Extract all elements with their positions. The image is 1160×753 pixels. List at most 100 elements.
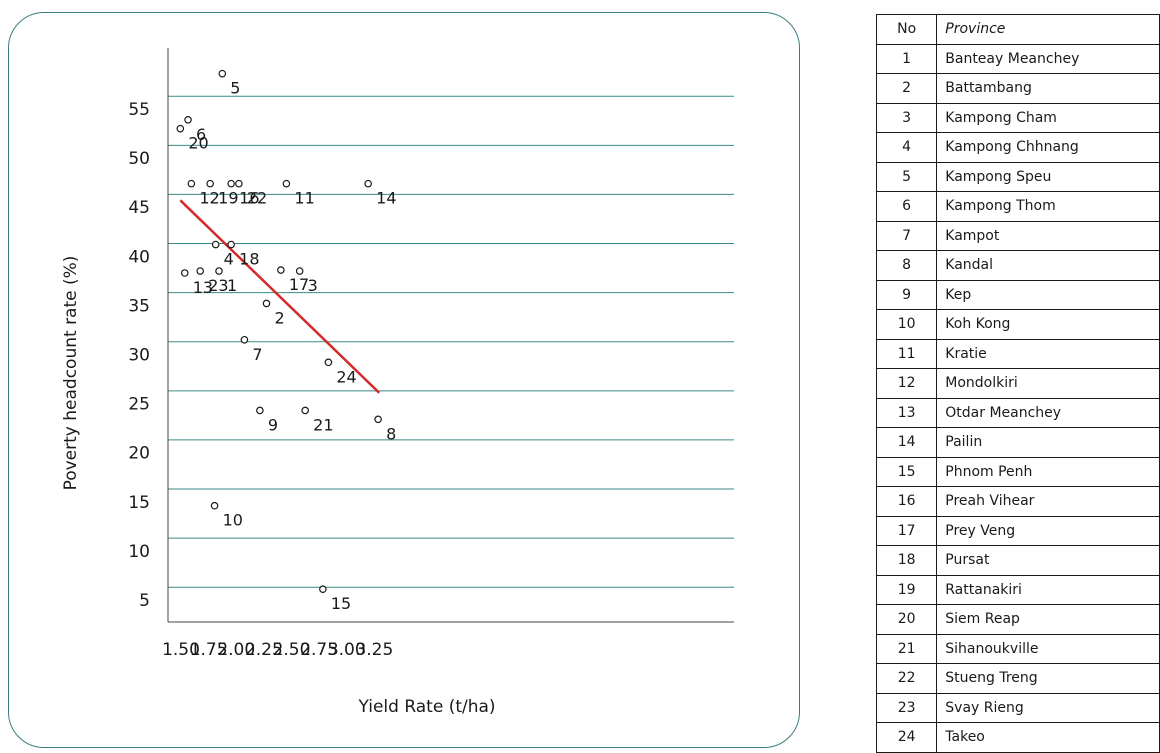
y-tick-label-20: 20 bbox=[128, 444, 150, 464]
table-row: 3 Kampong Cham bbox=[877, 103, 1160, 133]
point-label-5: 5 bbox=[230, 79, 240, 98]
y-tick-label-35: 35 bbox=[128, 296, 150, 316]
table-row: 15 Phnom Penh bbox=[877, 457, 1160, 487]
data-point-22 bbox=[236, 180, 242, 186]
data-point-6 bbox=[185, 117, 191, 123]
row-province: Kep bbox=[937, 280, 1160, 310]
table-row: 18 Pursat bbox=[877, 546, 1160, 576]
point-label-7: 7 bbox=[252, 345, 262, 364]
y-tick-label-55: 55 bbox=[128, 100, 150, 120]
point-label-9: 9 bbox=[268, 415, 278, 434]
point-label-4: 4 bbox=[224, 250, 234, 269]
table-row: 8 Kandal bbox=[877, 251, 1160, 281]
data-point-23 bbox=[197, 268, 203, 274]
row-province: Pursat bbox=[937, 546, 1160, 576]
row-province: Takeo bbox=[937, 723, 1160, 753]
y-tick-label-10: 10 bbox=[128, 542, 150, 562]
data-point-17 bbox=[278, 267, 284, 273]
point-label-20: 20 bbox=[188, 134, 208, 153]
table-row: 24 Takeo bbox=[877, 723, 1160, 753]
point-label-8: 8 bbox=[386, 424, 396, 443]
table-row: 22 Stueng Treng bbox=[877, 664, 1160, 694]
point-label-23: 23 bbox=[208, 276, 228, 295]
data-point-14 bbox=[365, 180, 371, 186]
y-tick-label-50: 50 bbox=[128, 149, 150, 169]
point-label-18: 18 bbox=[239, 250, 259, 269]
table-row: 10 Koh Kong bbox=[877, 310, 1160, 340]
data-point-16 bbox=[228, 180, 234, 186]
point-label-14: 14 bbox=[376, 189, 396, 208]
point-label-10: 10 bbox=[223, 511, 243, 530]
data-point-12 bbox=[188, 180, 194, 186]
row-province: Sihanoukville bbox=[937, 634, 1160, 664]
data-point-2 bbox=[263, 300, 269, 306]
data-point-18 bbox=[228, 241, 234, 247]
row-province: Prey Veng bbox=[937, 516, 1160, 546]
row-number: 11 bbox=[877, 339, 937, 369]
table-row: 1 Banteay Meanchey bbox=[877, 44, 1160, 74]
x-tick-label-3.25: 3.25 bbox=[355, 640, 393, 660]
x-axis-title: Yield Rate (t/ha) bbox=[357, 697, 495, 717]
header-no: No bbox=[877, 15, 937, 45]
row-province: Banteay Meanchey bbox=[937, 44, 1160, 74]
y-tick-label-30: 30 bbox=[128, 346, 150, 366]
data-point-20 bbox=[177, 125, 183, 131]
row-province: Rattanakiri bbox=[937, 575, 1160, 605]
row-number: 5 bbox=[877, 162, 937, 192]
row-province: Kampot bbox=[937, 221, 1160, 251]
row-number: 23 bbox=[877, 693, 937, 723]
data-point-9 bbox=[257, 407, 263, 413]
row-number: 12 bbox=[877, 369, 937, 399]
data-point-19 bbox=[207, 180, 213, 186]
header-province: Province bbox=[937, 15, 1160, 45]
row-number: 3 bbox=[877, 103, 937, 133]
data-point-24 bbox=[325, 359, 331, 365]
row-number: 9 bbox=[877, 280, 937, 310]
row-province: Kampong Speu bbox=[937, 162, 1160, 192]
row-province: Siem Reap bbox=[937, 605, 1160, 635]
row-number: 14 bbox=[877, 428, 937, 458]
scatter-chart: 5101520253035404550551.501.752.002.252.5… bbox=[0, 0, 820, 749]
row-province: Otdar Meanchey bbox=[937, 398, 1160, 428]
table-row: 14 Pailin bbox=[877, 428, 1160, 458]
row-number: 7 bbox=[877, 221, 937, 251]
row-province: Kampong Thom bbox=[937, 192, 1160, 222]
table-row: 17 Prey Veng bbox=[877, 516, 1160, 546]
data-point-21 bbox=[302, 407, 308, 413]
point-label-17: 17 bbox=[289, 275, 309, 294]
point-label-21: 21 bbox=[313, 415, 333, 434]
table-row: 23 Svay Rieng bbox=[877, 693, 1160, 723]
row-province: Kratie bbox=[937, 339, 1160, 369]
row-number: 19 bbox=[877, 575, 937, 605]
row-province: Stueng Treng bbox=[937, 664, 1160, 694]
row-province: Phnom Penh bbox=[937, 457, 1160, 487]
table-row: 7 Kampot bbox=[877, 221, 1160, 251]
table-row: 12 Mondolkiri bbox=[877, 369, 1160, 399]
y-tick-label-15: 15 bbox=[128, 493, 150, 513]
row-province: Pailin bbox=[937, 428, 1160, 458]
data-point-8 bbox=[375, 416, 381, 422]
row-province: Mondolkiri bbox=[937, 369, 1160, 399]
table-row: 5 Kampong Speu bbox=[877, 162, 1160, 192]
row-province: Koh Kong bbox=[937, 310, 1160, 340]
row-province: Kampong Chhnang bbox=[937, 133, 1160, 163]
y-tick-label-45: 45 bbox=[128, 198, 150, 218]
row-number: 21 bbox=[877, 634, 937, 664]
data-point-4 bbox=[212, 241, 218, 247]
point-label-11: 11 bbox=[294, 189, 314, 208]
point-label-19: 19 bbox=[218, 189, 238, 208]
data-point-3 bbox=[296, 268, 302, 274]
row-number: 4 bbox=[877, 133, 937, 163]
row-number: 1 bbox=[877, 44, 937, 74]
table-row: 19 Rattanakiri bbox=[877, 575, 1160, 605]
table-row: 9 Kep bbox=[877, 280, 1160, 310]
row-number: 24 bbox=[877, 723, 937, 753]
row-number: 22 bbox=[877, 664, 937, 694]
row-number: 6 bbox=[877, 192, 937, 222]
row-number: 10 bbox=[877, 310, 937, 340]
table-row: 4 Kampong Chhnang bbox=[877, 133, 1160, 163]
point-label-24: 24 bbox=[336, 367, 356, 386]
y-tick-label-5: 5 bbox=[139, 591, 150, 611]
y-axis-title: Poverty headcount rate (%) bbox=[61, 256, 81, 491]
table-header-row: No Province bbox=[877, 15, 1160, 45]
